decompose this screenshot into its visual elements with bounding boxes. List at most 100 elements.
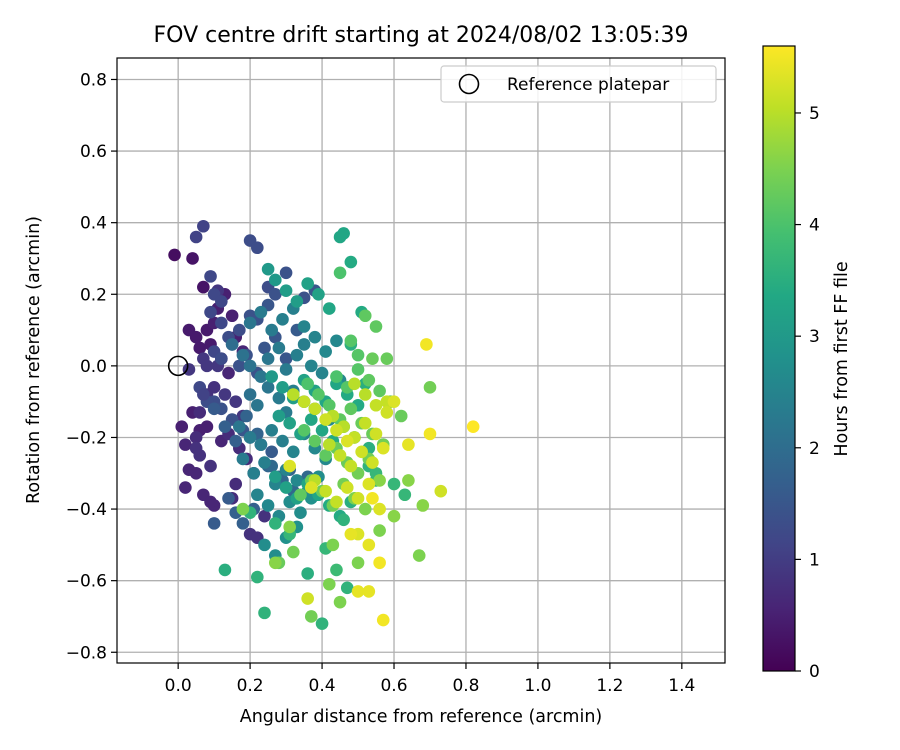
scatter-point (322, 438, 336, 451)
scatter-point (261, 381, 275, 394)
scatter-point (304, 610, 318, 623)
colorbar-ticks: 0 1 2 3 4 5 (795, 104, 820, 682)
scatter-point (283, 416, 296, 430)
x-tick-label: 0.8 (452, 676, 479, 696)
scatter-point (373, 502, 386, 516)
scatter-point (286, 388, 300, 401)
scatter-point (412, 549, 426, 562)
scatter-point (286, 545, 300, 559)
scatter-point (168, 248, 181, 262)
scatter-point (420, 338, 433, 351)
scatter-point (236, 452, 250, 466)
scatter-point (204, 459, 217, 473)
scatter-point (247, 466, 261, 480)
colorbar: 0 1 2 3 4 5 Hours from first FF file (762, 45, 852, 682)
scatter-point (301, 567, 314, 580)
scatter-point (189, 330, 203, 344)
x-tick-label: 0.0 (165, 676, 192, 696)
x-tick-label: 0.6 (380, 676, 407, 696)
scatter-point (423, 427, 437, 441)
scatter-point (340, 434, 354, 448)
scatter-point (373, 556, 386, 570)
y-tick-label: 0.8 (80, 70, 107, 90)
scatter-point (351, 492, 365, 505)
scatter-point (268, 470, 282, 484)
scatter-point (254, 370, 268, 383)
y-tick-label: −0.8 (66, 643, 107, 663)
scatter-point (376, 613, 390, 627)
scatter-point (333, 595, 347, 609)
scatter-point (402, 474, 415, 487)
scatter-point (268, 556, 282, 570)
scatter-point (340, 581, 354, 595)
scatter-point (218, 388, 232, 401)
y-axis-ticks: −0.8 −0.6 −0.4 −0.2 0.0 0.2 0.4 0.6 0.8 (66, 70, 117, 663)
scatter-point (225, 338, 239, 351)
scatter-point (279, 363, 293, 376)
scatter-point (322, 577, 336, 591)
scatter-point (279, 266, 293, 280)
scatter-point (283, 459, 296, 473)
scatter-point (189, 466, 203, 480)
scatter-point (297, 424, 311, 437)
scatter-point (304, 359, 318, 373)
scatter-point (236, 348, 250, 362)
scatter-point (394, 409, 408, 423)
scatter-point (297, 395, 311, 408)
colorbar-tick-label: 5 (809, 104, 820, 124)
scatter-point (358, 502, 372, 516)
scatter-point (351, 556, 365, 570)
scatter-point (376, 441, 390, 455)
scatter-point (322, 302, 336, 315)
scatter-point (362, 373, 376, 387)
y-tick-label: 0.0 (80, 357, 107, 377)
scatter-point (326, 538, 340, 552)
scatter-point (276, 381, 289, 394)
scatter-point (243, 431, 257, 444)
y-tick-label: −0.2 (66, 428, 107, 448)
colorbar-tick-label: 2 (809, 439, 820, 459)
colorbar-tick-label: 0 (809, 662, 820, 682)
scatter-point (366, 492, 379, 505)
scatter-point (222, 366, 235, 380)
scatter-point (200, 359, 214, 373)
scatter-point (330, 424, 343, 437)
scatter-point (330, 563, 343, 577)
scatter-point (229, 434, 243, 448)
scatter-point (200, 420, 214, 434)
scatter-point (261, 262, 275, 276)
y-tick-label: 0.2 (80, 285, 107, 305)
scatter-point (308, 434, 322, 448)
scatter-point (373, 474, 386, 487)
scatter-point (344, 527, 358, 541)
scatter-point (312, 287, 325, 301)
scatter-point (251, 398, 264, 412)
scatter-point (434, 484, 448, 498)
scatter-point (387, 477, 401, 491)
legend: Reference platepar (440, 65, 717, 103)
x-tick-label: 0.2 (237, 676, 264, 696)
scatter-point (373, 384, 386, 398)
scatter-point (369, 427, 383, 441)
scatter-points (168, 219, 480, 630)
scatter-point (358, 416, 372, 430)
scatter-point (222, 492, 235, 505)
scatter-point (254, 305, 268, 319)
scatter-point (319, 413, 332, 426)
scatter-point (330, 334, 343, 348)
x-tick-label: 1.2 (596, 676, 623, 696)
scatter-point (369, 398, 383, 412)
y-tick-label: −0.4 (66, 500, 107, 520)
scatter-point (272, 391, 286, 405)
scatter-point (290, 474, 304, 487)
scatter-point (265, 323, 278, 337)
scatter-point (351, 363, 365, 376)
scatter-point (319, 345, 332, 358)
scatter-point (243, 359, 257, 373)
x-axis-ticks: 0.0 0.2 0.4 0.6 0.8 1.0 1.2 1.4 (165, 663, 695, 696)
chart-title: FOV centre drift starting at 2024/08/02 … (154, 23, 689, 48)
scatter-point (261, 499, 275, 512)
scatter-point (258, 509, 271, 523)
scatter-point (355, 445, 368, 459)
